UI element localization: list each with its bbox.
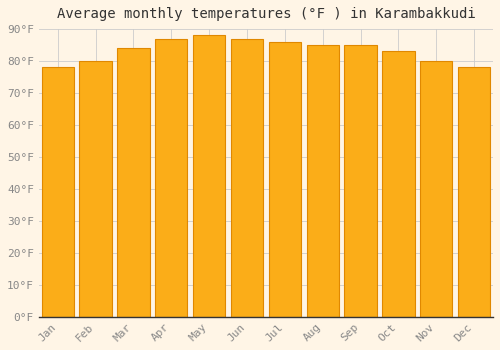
Bar xyxy=(80,61,112,317)
Bar xyxy=(118,48,150,317)
Bar xyxy=(269,42,301,317)
Bar xyxy=(155,38,188,317)
Bar xyxy=(382,51,414,317)
Bar xyxy=(193,35,225,317)
Title: Average monthly temperatures (°F ) in Karambakkudi: Average monthly temperatures (°F ) in Ka… xyxy=(56,7,476,21)
Bar xyxy=(42,68,74,317)
Bar xyxy=(458,68,490,317)
Bar xyxy=(231,38,263,317)
Bar xyxy=(420,61,452,317)
Bar xyxy=(306,45,339,317)
Bar xyxy=(344,45,376,317)
